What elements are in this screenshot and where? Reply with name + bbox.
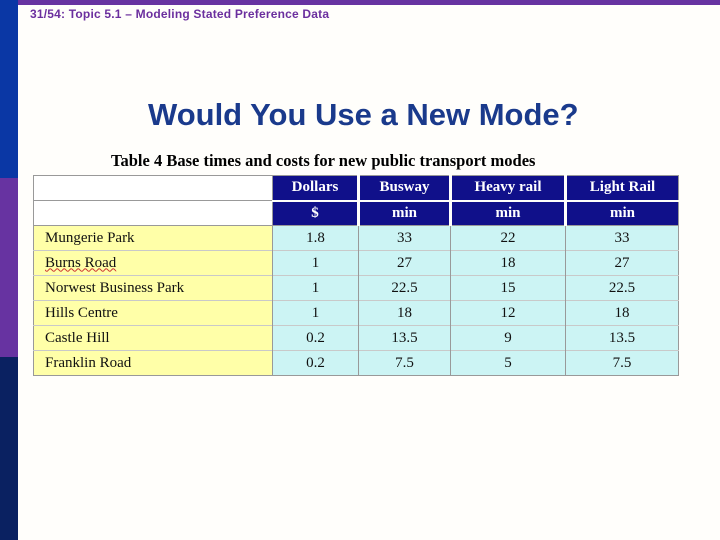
cell-value: 22.5 xyxy=(565,275,679,301)
cell-value: 33 xyxy=(565,225,679,251)
row-label: Hills Centre xyxy=(33,300,273,326)
row-label: Castle Hill xyxy=(33,325,273,351)
row-label: Burns Road xyxy=(33,250,273,276)
table-row: Franklin Road 0.2 7.5 5 7.5 xyxy=(33,350,679,376)
data-table: Dollars Busway Heavy rail Light Rail $ m… xyxy=(33,175,679,376)
unit-busway: min xyxy=(357,200,451,226)
left-bar-blue-segment xyxy=(0,0,18,178)
col-header-dollars: Dollars xyxy=(272,175,359,202)
cell-value: 1 xyxy=(272,275,359,301)
row-label: Norwest Business Park xyxy=(33,275,273,301)
cell-value: 5 xyxy=(450,350,566,376)
left-bar-navy-segment xyxy=(0,357,18,540)
cell-value: 1.8 xyxy=(272,225,359,251)
cell-value: 27 xyxy=(565,250,679,276)
header-label-spacer xyxy=(33,175,273,201)
slide-header: 31/54: Topic 5.1 – Modeling Stated Prefe… xyxy=(30,7,330,21)
cell-value: 13.5 xyxy=(358,325,451,351)
unit-dollars: $ xyxy=(272,200,359,226)
units-label-spacer xyxy=(33,200,273,226)
cell-value: 18 xyxy=(450,250,566,276)
cell-value: 0.2 xyxy=(272,350,359,376)
table-header-row: Dollars Busway Heavy rail Light Rail xyxy=(33,175,679,202)
unit-heavy-rail: min xyxy=(449,200,566,226)
cell-value: 18 xyxy=(358,300,451,326)
table-row: Norwest Business Park 1 22.5 15 22.5 xyxy=(33,275,679,301)
cell-value: 15 xyxy=(450,275,566,301)
cell-value: 18 xyxy=(565,300,679,326)
cell-value: 22.5 xyxy=(358,275,451,301)
cell-value: 7.5 xyxy=(565,350,679,376)
misspelled-text: Burns Road xyxy=(45,254,117,271)
cell-value: 27 xyxy=(358,250,451,276)
left-bar-purple-segment xyxy=(0,178,18,357)
cell-value: 0.2 xyxy=(272,325,359,351)
unit-light-rail: min xyxy=(564,200,679,226)
cell-value: 33 xyxy=(358,225,451,251)
table-row: Castle Hill 0.2 13.5 9 13.5 xyxy=(33,325,679,351)
row-label: Franklin Road xyxy=(33,350,273,376)
cell-value: 9 xyxy=(450,325,566,351)
table-caption: Table 4 Base times and costs for new pub… xyxy=(111,151,536,170)
left-accent-bar xyxy=(0,0,18,540)
cell-value: 13.5 xyxy=(565,325,679,351)
cell-value: 1 xyxy=(272,300,359,326)
col-header-heavy-rail: Heavy rail xyxy=(449,175,566,202)
top-accent-band xyxy=(18,0,720,5)
table-row: Burns Road 1 27 18 27 xyxy=(33,250,679,276)
table-row: Hills Centre 1 18 12 18 xyxy=(33,300,679,326)
cell-value: 1 xyxy=(272,250,359,276)
row-label: Mungerie Park xyxy=(33,225,273,251)
table-row: Mungerie Park 1.8 33 22 33 xyxy=(33,225,679,251)
col-header-light-rail: Light Rail xyxy=(564,175,679,202)
table-units-row: $ min min min xyxy=(33,200,679,226)
page-title: Would You Use a New Mode? xyxy=(148,97,579,132)
col-header-busway: Busway xyxy=(357,175,451,202)
table-block: Table 4 Base times and costs for new pub… xyxy=(33,151,679,376)
cell-value: 12 xyxy=(450,300,566,326)
cell-value: 22 xyxy=(450,225,566,251)
cell-value: 7.5 xyxy=(358,350,451,376)
